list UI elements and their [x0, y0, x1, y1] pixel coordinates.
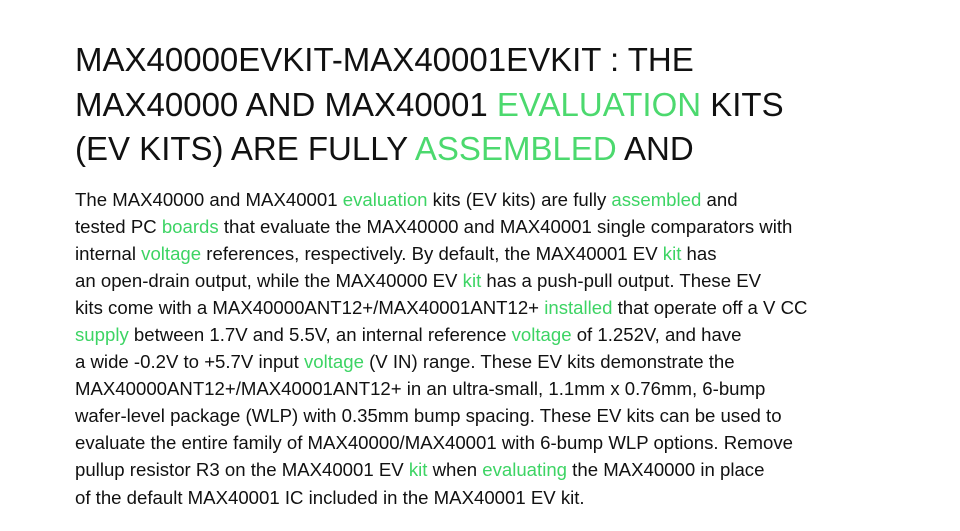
highlighted-keyword: voltage [511, 323, 572, 345]
highlighted-keyword: kit [662, 242, 682, 264]
text-segment: The MAX40000 and MAX40001 [75, 188, 343, 210]
body-line: evaluate the entire family of MAX40000/M… [75, 429, 935, 456]
text-segment: pullup resistor R3 on the MAX40001 EV [75, 459, 409, 481]
body-line: tested PC boards that evaluate the MAX40… [75, 213, 935, 240]
text-segment: MAX40000 AND MAX40001 [75, 85, 497, 123]
body-line: MAX40000ANT12+/MAX40001ANT12+ in an ultr… [75, 375, 935, 402]
highlighted-keyword: ASSEMBLED [414, 130, 617, 167]
body-line: a wide -0.2V to +5.7V input voltage (V I… [75, 348, 935, 375]
body-line: pullup resistor R3 on the MAX40001 EV ki… [75, 456, 935, 483]
body-line: an open-drain output, while the MAX40000… [75, 267, 935, 294]
highlighted-keyword: kit [462, 269, 482, 291]
text-segment: has a push-pull output. These EV [481, 269, 762, 291]
text-segment: has [681, 242, 717, 264]
title-line: MAX40000 AND MAX40001 EVALUATION KITS [75, 83, 935, 128]
highlighted-keyword: voltage [303, 351, 364, 373]
text-segment: AND [616, 130, 694, 167]
body-line: supply between 1.7V and 5.5V, an interna… [75, 321, 935, 348]
title-line: (EV KITS) ARE FULLY ASSEMBLED AND [75, 127, 935, 172]
text-segment: that evaluate the MAX40000 and MAX40001 … [218, 215, 793, 237]
text-segment: KITS [701, 85, 784, 123]
text-segment: kits (EV kits) are fully [427, 188, 612, 210]
text-segment: internal [75, 242, 142, 264]
highlighted-keyword: assembled [611, 188, 702, 210]
highlighted-keyword: evaluation [342, 188, 428, 210]
highlighted-keyword: installed [544, 296, 613, 318]
highlighted-keyword: voltage [141, 242, 202, 264]
document-body: The MAX40000 and MAX40001 evaluation kit… [75, 186, 935, 511]
body-line: internal voltage references, respectivel… [75, 240, 935, 267]
text-segment: evaluate the entire family of MAX40000/M… [75, 432, 793, 454]
text-segment: (EV KITS) ARE FULLY [75, 130, 415, 167]
text-segment: wafer-level package (WLP) with 0.35mm bu… [75, 405, 782, 427]
text-segment: an open-drain output, while the MAX40000… [75, 269, 463, 291]
highlighted-keyword: evaluating [482, 459, 568, 481]
text-segment: MAX40000EVKIT-MAX40001EVKIT : THE [75, 41, 694, 78]
document-page: MAX40000EVKIT-MAX40001EVKIT : THE MAX4000… [75, 38, 935, 511]
body-line: wafer-level package (WLP) with 0.35mm bu… [75, 402, 935, 429]
text-segment: a wide -0.2V to +5.7V input [75, 351, 304, 373]
highlighted-keyword: kit [408, 459, 428, 481]
text-segment: and [701, 188, 738, 210]
highlighted-keyword: supply [75, 323, 129, 345]
text-segment: (V IN) range. These EV kits demonstrate … [363, 351, 735, 373]
body-line: kits come with a MAX40000ANT12+/MAX40001… [75, 294, 935, 321]
highlighted-keyword: EVALUATION [496, 85, 702, 123]
document-title: MAX40000EVKIT-MAX40001EVKIT : THE MAX4000… [75, 38, 935, 172]
text-segment: when [427, 459, 483, 481]
body-line: of the default MAX40001 IC included in t… [75, 484, 935, 511]
text-segment: tested PC [75, 215, 162, 237]
text-segment: kits come with a MAX40000ANT12+/MAX40001… [75, 296, 545, 318]
text-segment: MAX40000ANT12+/MAX40001ANT12+ in an ultr… [75, 378, 766, 400]
text-segment: of the default MAX40001 IC included in t… [75, 486, 585, 508]
highlighted-keyword: boards [161, 215, 219, 237]
body-line: The MAX40000 and MAX40001 evaluation kit… [75, 186, 935, 213]
text-segment: the MAX40000 in place [567, 459, 765, 481]
title-line: MAX40000EVKIT-MAX40001EVKIT : THE [75, 38, 935, 83]
text-segment: references, respectively. By default, th… [201, 242, 663, 264]
text-segment: of 1.252V, and have [571, 323, 742, 345]
text-segment: between 1.7V and 5.5V, an internal refer… [128, 323, 512, 345]
text-segment: that operate off a V CC [612, 296, 808, 318]
